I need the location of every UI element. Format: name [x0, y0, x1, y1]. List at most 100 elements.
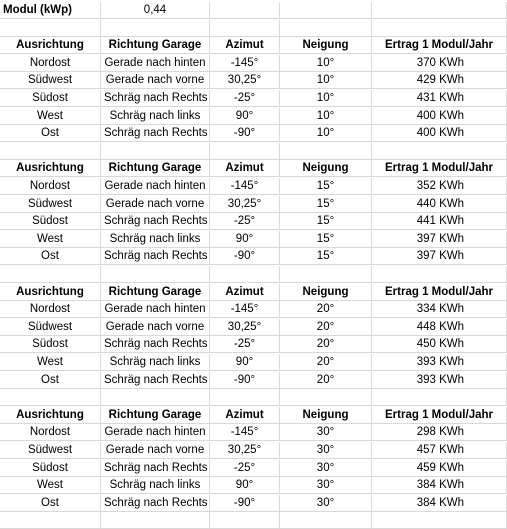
cell[interactable] — [0, 512, 101, 529]
cell[interactable]: Schräg nach Rechts — [101, 248, 210, 265]
cell[interactable]: -90° — [210, 248, 280, 265]
cell[interactable]: 30° — [280, 460, 372, 477]
cell[interactable]: 90° — [210, 231, 280, 248]
cell[interactable]: Richtung Garage — [101, 160, 210, 177]
cell[interactable]: Gerade nach vorne — [101, 196, 210, 213]
cell[interactable]: Ost — [0, 248, 101, 265]
cell[interactable] — [372, 266, 507, 283]
cell[interactable]: Südwest — [0, 196, 101, 213]
cell[interactable]: Azimut — [210, 37, 280, 54]
cell[interactable]: Ost — [0, 125, 101, 142]
cell[interactable]: Schräg nach Rechts — [101, 495, 210, 512]
cell[interactable]: Neigung — [280, 407, 372, 424]
cell[interactable]: 459 KWh — [372, 460, 507, 477]
cell[interactable]: 431 KWh — [372, 90, 507, 107]
cell[interactable]: -25° — [210, 213, 280, 230]
cell[interactable] — [372, 2, 507, 19]
cell[interactable]: 20° — [280, 372, 372, 389]
cell[interactable]: 393 KWh — [372, 372, 507, 389]
cell[interactable] — [372, 20, 507, 37]
cell[interactable]: 30° — [280, 442, 372, 459]
cell[interactable]: Ertrag 1 Modul/Jahr — [372, 160, 507, 177]
cell[interactable]: Ausrichtung — [0, 284, 101, 301]
cell[interactable] — [101, 20, 210, 37]
cell[interactable]: 30,25° — [210, 72, 280, 89]
cell[interactable]: Schräg nach Rechts — [101, 90, 210, 107]
cell[interactable]: Ausrichtung — [0, 407, 101, 424]
cell[interactable] — [280, 20, 372, 37]
cell[interactable]: -25° — [210, 460, 280, 477]
cell[interactable]: 393 KWh — [372, 354, 507, 371]
cell[interactable]: Gerade nach hinten — [101, 55, 210, 72]
cell[interactable]: Schräg nach links — [101, 231, 210, 248]
cell[interactable]: Gerade nach vorne — [101, 72, 210, 89]
cell[interactable]: 20° — [280, 301, 372, 318]
cell[interactable] — [280, 143, 372, 160]
cell[interactable]: Neigung — [280, 37, 372, 54]
cell[interactable] — [101, 389, 210, 406]
cell[interactable] — [210, 143, 280, 160]
cell[interactable]: Azimut — [210, 407, 280, 424]
cell[interactable]: -145° — [210, 178, 280, 195]
cell[interactable]: Südost — [0, 460, 101, 477]
cell[interactable] — [210, 389, 280, 406]
cell[interactable] — [0, 20, 101, 37]
cell[interactable]: Südwest — [0, 442, 101, 459]
cell[interactable]: 15° — [280, 213, 372, 230]
cell[interactable]: Nordost — [0, 424, 101, 441]
cell[interactable]: West — [0, 231, 101, 248]
cell[interactable]: 15° — [280, 231, 372, 248]
cell[interactable]: -145° — [210, 55, 280, 72]
cell[interactable]: Schräg nach Rechts — [101, 372, 210, 389]
cell[interactable]: 370 KWh — [372, 55, 507, 72]
cell[interactable]: -25° — [210, 336, 280, 353]
cell[interactable]: Gerade nach hinten — [101, 424, 210, 441]
cell[interactable]: 384 KWh — [372, 495, 507, 512]
cell[interactable]: -90° — [210, 372, 280, 389]
cell[interactable]: Südwest — [0, 72, 101, 89]
cell[interactable]: -25° — [210, 90, 280, 107]
cell[interactable] — [280, 266, 372, 283]
cell[interactable]: 429 KWh — [372, 72, 507, 89]
cell[interactable] — [0, 143, 101, 160]
cell[interactable]: Nordost — [0, 178, 101, 195]
cell[interactable] — [280, 2, 372, 19]
cell[interactable]: Gerade nach hinten — [101, 301, 210, 318]
cell[interactable]: Richtung Garage — [101, 37, 210, 54]
cell[interactable]: Schräg nach Rechts — [101, 213, 210, 230]
cell[interactable]: Gerade nach vorne — [101, 442, 210, 459]
cell[interactable]: Ertrag 1 Modul/Jahr — [372, 407, 507, 424]
cell[interactable]: 10° — [280, 108, 372, 125]
cell[interactable] — [372, 389, 507, 406]
cell[interactable] — [372, 512, 507, 529]
cell[interactable]: Neigung — [280, 160, 372, 177]
cell[interactable]: Südwest — [0, 319, 101, 336]
cell[interactable]: 334 KWh — [372, 301, 507, 318]
cell[interactable]: 90° — [210, 477, 280, 494]
cell[interactable] — [101, 512, 210, 529]
cell[interactable]: 20° — [280, 354, 372, 371]
cell[interactable]: Südost — [0, 90, 101, 107]
cell[interactable]: Ausrichtung — [0, 160, 101, 177]
cell[interactable]: -145° — [210, 301, 280, 318]
cell[interactable] — [280, 512, 372, 529]
cell[interactable]: Nordost — [0, 55, 101, 72]
cell[interactable]: Schräg nach links — [101, 108, 210, 125]
cell[interactable]: 30° — [280, 477, 372, 494]
cell[interactable]: 20° — [280, 319, 372, 336]
cell[interactable]: 90° — [210, 108, 280, 125]
cell[interactable]: 397 KWh — [372, 248, 507, 265]
cell[interactable]: 352 KWh — [372, 178, 507, 195]
cell[interactable]: 30° — [280, 495, 372, 512]
cell[interactable]: 298 KWh — [372, 424, 507, 441]
cell[interactable]: 0,44 — [101, 2, 210, 19]
cell[interactable]: Südost — [0, 213, 101, 230]
cell[interactable]: 10° — [280, 125, 372, 142]
cell[interactable]: Azimut — [210, 284, 280, 301]
cell[interactable]: 448 KWh — [372, 319, 507, 336]
cell[interactable]: 15° — [280, 248, 372, 265]
cell[interactable] — [280, 389, 372, 406]
cell[interactable]: Ost — [0, 495, 101, 512]
cell[interactable]: Gerade nach vorne — [101, 319, 210, 336]
cell[interactable]: 30,25° — [210, 319, 280, 336]
